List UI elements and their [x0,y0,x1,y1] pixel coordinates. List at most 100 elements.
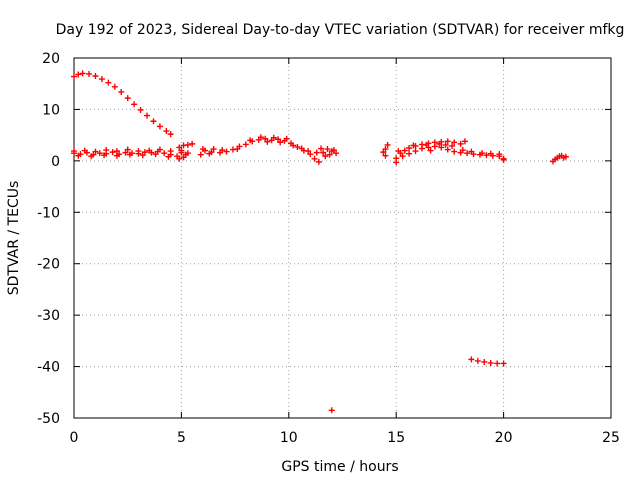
data-point [494,360,501,367]
data-point [313,149,320,156]
data-point [165,153,172,160]
data-point [330,147,337,154]
y-tick-labels: 20 10 0 -10 -20 -30 -40 -50 [37,51,60,427]
data-point [176,144,183,151]
data-point [431,143,438,150]
data-point [479,150,486,157]
data-point [412,148,419,155]
data-point [423,141,430,148]
data-point [380,149,387,156]
data-point [109,149,116,156]
plot-frame [73,57,612,419]
data-point [459,147,466,154]
data-point [141,149,148,156]
data-point [242,141,249,148]
data-point [156,123,163,130]
y-tick-label: 20 [42,51,60,67]
data-point [406,145,413,151]
data-point [283,135,290,142]
data-point [406,150,413,157]
data-point [86,70,93,77]
data-point [98,76,105,83]
data-point [124,95,131,102]
data-point [247,137,254,144]
data-point [418,145,425,152]
data-point [124,146,131,153]
y-tick-label: -10 [37,205,60,221]
data-point [71,148,77,155]
data-point [294,143,301,150]
data-point [277,139,284,146]
data-point [184,141,191,148]
x-tick-label: 20 [495,430,513,446]
data-point [223,148,230,155]
data-point [451,148,458,155]
data-point [382,146,389,153]
data-point [262,135,269,142]
data-point [436,140,443,147]
data-point [264,138,271,145]
data-point [311,155,318,162]
data-point [483,152,490,159]
data-point [79,70,86,77]
data-point [167,131,174,138]
data-point [257,134,264,141]
data-point [384,141,391,148]
data-point [71,73,77,80]
x-tick-label: 5 [177,430,186,446]
data-point [395,148,402,155]
data-point [156,146,163,153]
data-point [457,140,464,147]
data-point [500,156,507,163]
chart-title: Day 192 of 2023, Sidereal Day-to-day VTE… [56,22,625,38]
data-point [101,152,108,159]
data-point [496,151,503,158]
data-point [81,147,88,154]
data-point [500,360,507,367]
data-point [208,149,215,156]
data-point [146,147,153,154]
data-point [139,152,146,159]
data-point [103,147,110,154]
data-point [161,150,168,157]
data-point [163,128,170,135]
data-point [137,106,144,113]
data-point [401,147,408,154]
data-point [393,159,400,166]
y-axis-label: SDTVAR / TECUs [6,181,22,296]
data-point [92,148,99,155]
x-axis-label: GPS time / hours [281,459,398,475]
data-point [481,358,488,365]
data-point [307,151,314,158]
data-point [449,142,456,149]
data-point [315,158,322,165]
data-point [320,149,327,156]
data-point [442,141,449,148]
data-point [444,146,451,153]
x-tick-label: 0 [70,430,79,446]
y-tick-label: -30 [37,308,60,324]
data-point [75,152,82,159]
y-tick-label: -20 [37,257,60,273]
data-point [333,150,340,157]
data-point [468,148,475,155]
data-point [152,151,159,158]
data-point [234,146,241,153]
data-point [75,71,82,78]
data-point [96,150,103,157]
data-point [113,152,120,159]
data-point [126,151,133,158]
data-point [184,150,191,157]
y-tick-label: -40 [37,360,60,376]
data-point [322,153,329,160]
data-point [167,148,174,155]
x-tick-labels: 0 5 10 15 20 25 [70,430,620,446]
data-point [326,151,333,158]
data-point [135,148,142,155]
data-point [324,146,331,153]
data-point [438,144,445,151]
data-point [199,146,206,153]
data-point [189,140,196,147]
data-point [318,145,325,152]
